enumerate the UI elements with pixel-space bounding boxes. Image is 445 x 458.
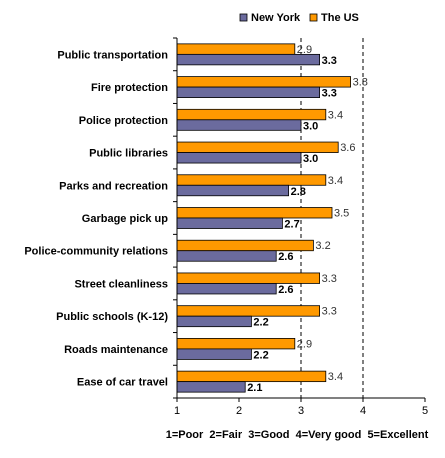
bar-ny-7 [176,283,277,295]
bar-ny-1 [176,86,321,98]
label-us-7: 3.3 [322,273,337,285]
bar-us-1 [176,76,352,88]
bar-us-10 [176,370,327,383]
label-us-8: 3.3 [322,306,337,318]
bar-ny-0 [176,53,321,66]
legend-swatch-1 [309,13,318,22]
bar-ny-8 [176,315,252,328]
x-tick-label-3: 3 [298,405,304,417]
bar-ny-6 [176,250,277,262]
label-us-0: 2.9 [297,44,312,56]
category-label-3: Public libraries [89,148,168,160]
bar-us-4 [176,174,327,186]
bar-ny-3 [176,152,302,164]
category-label-6: Police-community relations [24,246,168,258]
bar-ny-2 [176,119,302,131]
x-tick-label-4: 4 [360,405,366,417]
category-label-10: Ease of car travel [77,377,168,389]
bar-us-0 [176,43,296,55]
legend-swatch-0 [239,13,248,22]
bar-us-8 [176,305,321,317]
category-label-5: Garbage pick up [82,213,168,225]
label-ny-6: 2.6 [278,251,293,263]
bar-ny-4 [176,184,289,197]
category-label-8: Public schools (K-12) [56,311,168,323]
label-ny-5: 2.7 [284,219,299,231]
label-ny-0: 3.3 [322,55,337,67]
category-label-0: Public transportation [57,49,168,61]
label-us-9: 2.9 [297,338,312,350]
label-ny-3: 3.0 [303,153,318,165]
bar-us-5 [176,207,333,219]
legend-label-0: New York [251,12,301,24]
x-tick-label-5: 5 [422,405,428,417]
label-us-6: 3.2 [315,240,330,252]
category-label-7: Street cleanliness [74,278,168,290]
scale-note: 1=Poor 2=Fair 3=Good 4=Very good 5=Excel… [166,429,429,441]
x-axis: 1 2 3 4 5 [173,37,428,417]
legend-label-1: The US [321,12,359,24]
bar-us-9 [176,338,296,350]
x-tick-label-2: 2 [236,405,242,417]
plot-area: 2.9 3.3 Public transportation 3.8 3.3 Fire pr… [24,38,368,398]
label-ny-4: 2.8 [291,186,306,198]
bar-us-7 [176,272,321,284]
x-tick-label-1: 1 [174,405,180,417]
category-label-1: Fire protection [91,82,168,94]
bar-us-6 [176,239,314,252]
bar-us-3 [176,141,339,153]
label-ny-1: 3.3 [322,88,337,100]
bar-ny-5 [176,217,283,229]
label-us-10: 3.4 [328,371,343,383]
legend: New York The US [239,12,359,24]
label-ny-8: 2.2 [253,317,268,329]
label-us-2: 3.4 [328,109,343,121]
label-ny-7: 2.6 [278,284,293,296]
category-label-9: Roads maintenance [64,344,168,356]
label-us-5: 3.5 [334,208,349,220]
label-ny-2: 3.0 [303,120,318,132]
label-ny-9: 2.2 [253,349,268,361]
label-us-3: 3.6 [340,142,355,154]
label-ny-10: 2.1 [247,382,262,394]
label-us-1: 3.8 [353,77,368,89]
bar-ny-10 [176,381,246,393]
bar-us-2 [176,108,327,121]
category-label-4: Parks and recreation [59,180,168,192]
bar-ny-9 [176,348,252,360]
category-label-2: Police protection [79,115,169,127]
label-us-4: 3.4 [328,175,343,187]
